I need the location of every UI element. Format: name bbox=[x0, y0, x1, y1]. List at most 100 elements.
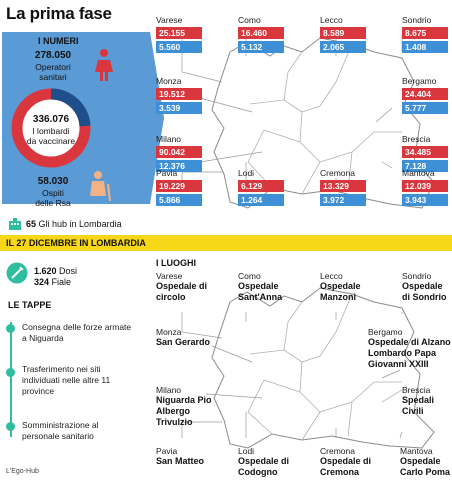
syringe-icon bbox=[6, 262, 28, 284]
province-blue-value: 5.132 bbox=[238, 41, 284, 53]
province-name: Pavia bbox=[156, 168, 178, 178]
province-varese: Varese 25.155 5.560 bbox=[156, 15, 202, 53]
luogo-province: Milano bbox=[156, 385, 182, 395]
hubs-text: 65 Gli hub in Lombardia bbox=[26, 219, 122, 229]
province-red-value: 19.512 bbox=[156, 88, 202, 100]
timeline-dot bbox=[6, 324, 15, 333]
province-name: Bergamo bbox=[402, 76, 437, 86]
province-blue-value: 5.866 bbox=[156, 194, 202, 206]
elderly-person-icon bbox=[90, 171, 111, 202]
province-red-value: 25.155 bbox=[156, 27, 202, 39]
province-milano: Milano 90.042 12.376 bbox=[156, 134, 202, 172]
tappa-step: Somministrazione al personale sanitario bbox=[22, 420, 99, 441]
province-red-value: 6.129 bbox=[238, 180, 284, 192]
luogo-province: Monza bbox=[156, 327, 182, 337]
luogo-pavia: Pavia San Matteo bbox=[156, 446, 228, 467]
tappa-step: Consegna delle forze armate a Niguarda bbox=[22, 322, 132, 343]
tappe-heading: LE TAPPE bbox=[8, 300, 52, 310]
female-figure-icon bbox=[95, 49, 113, 81]
luogo-province: Como bbox=[238, 271, 261, 281]
luogo-place: Ospedale di circolo bbox=[156, 281, 208, 302]
province-mantova: Mantova 12.039 3.943 bbox=[402, 168, 448, 206]
luogo-province: Bergamo bbox=[368, 327, 403, 337]
province-blue-value: 3.972 bbox=[320, 194, 366, 206]
luogo-province: Cremona bbox=[320, 446, 355, 456]
province-blue-value: 7.128 bbox=[402, 160, 448, 172]
province-red-value: 90.042 bbox=[156, 146, 202, 158]
luogo-place: Ospedale di Cremona bbox=[320, 456, 372, 477]
timeline-dot bbox=[6, 422, 15, 431]
luogo-milano: Milano Niguarda Pio Albergo Trivulzio bbox=[156, 385, 228, 428]
total-value: 336.076 bbox=[32, 114, 70, 125]
province-sondrio: Sondrio 8.675 1.408 bbox=[402, 15, 448, 53]
luogo-place: Ospedale Manzoni bbox=[320, 281, 361, 302]
province-blue-value: 2.065 bbox=[320, 41, 366, 53]
province-name: Lecco bbox=[320, 15, 343, 25]
operatori-value: 278.050 bbox=[34, 50, 72, 61]
donut-chart bbox=[11, 88, 91, 168]
luogo-place: San Matteo bbox=[156, 456, 205, 466]
luogo-province: Mantova bbox=[400, 446, 433, 456]
luogo-bergamo: Bergamo Ospedale di Alzano Lombardo Papa… bbox=[368, 327, 452, 370]
date-banner: IL 27 DICEMBRE IN LOMBARDIA bbox=[0, 235, 452, 251]
luogo-place: Spedali Civili bbox=[402, 395, 435, 416]
luogo-brescia: Brescia Spedali Civili bbox=[402, 385, 452, 417]
province-name: Brescia bbox=[402, 134, 431, 144]
lombardy-map-bottom bbox=[181, 287, 435, 449]
province-red-value: 13.329 bbox=[320, 180, 366, 192]
timeline-line bbox=[10, 322, 12, 437]
luogo-province: Lodi bbox=[238, 446, 255, 456]
province-brescia: Brescia 34.485 7.128 bbox=[402, 134, 448, 172]
luogo-place: Ospedale di Codogno bbox=[238, 456, 290, 477]
luogo-province: Pavia bbox=[156, 446, 178, 456]
luogo-cremona: Cremona Ospedale di Cremona bbox=[320, 446, 388, 478]
province-red-value: 12.039 bbox=[402, 180, 448, 192]
province-blue-value: 1.408 bbox=[402, 41, 448, 53]
province-red-value: 8.589 bbox=[320, 27, 366, 39]
luogo-place: Ospedale Carlo Poma bbox=[400, 456, 451, 477]
operatori-label: Operatori sanitari bbox=[35, 62, 71, 82]
province-blue-value: 5.560 bbox=[156, 41, 202, 53]
luogo-place: Ospedale di Sondrio bbox=[402, 281, 447, 302]
province-name: Sondrio bbox=[402, 15, 432, 25]
building-icon bbox=[9, 218, 21, 230]
province-red-value: 19.229 bbox=[156, 180, 202, 192]
province-red-value: 8.675 bbox=[402, 27, 448, 39]
province-name: Milano bbox=[156, 134, 182, 144]
luogo-lecco: Lecco Ospedale Manzoni bbox=[320, 271, 384, 303]
province-red-value: 16.460 bbox=[238, 27, 284, 39]
province-name: Lodi bbox=[238, 168, 255, 178]
timeline-dot bbox=[6, 368, 15, 377]
province-lecco: Lecco 8.589 2.065 bbox=[320, 15, 366, 53]
province-lodi: Lodi 6.129 1.264 bbox=[238, 168, 284, 206]
province-bergamo: Bergamo 24.404 5.777 bbox=[402, 76, 448, 114]
luogo-monza: Monza San Gerardo bbox=[156, 327, 236, 348]
province-blue-value: 12.376 bbox=[156, 160, 202, 172]
province-name: Cremona bbox=[320, 168, 355, 178]
province-red-value: 24.404 bbox=[402, 88, 448, 100]
province-name: Varese bbox=[156, 15, 183, 25]
luogo-place: Ospedale Sant'Anna bbox=[238, 281, 283, 302]
luogo-province: Sondrio bbox=[402, 271, 432, 281]
luogo-place: Niguarda Pio Albergo Trivulzio bbox=[156, 395, 212, 427]
doses-info: 1.620 Dosi 324 Fiale bbox=[34, 266, 78, 287]
luogo-province: Brescia bbox=[402, 385, 431, 395]
luogo-lodi: Lodi Ospedale di Codogno bbox=[238, 446, 304, 478]
footer-credit: L'Ego-Hub bbox=[6, 468, 39, 475]
luogo-place: Ospedale di Alzano Lombardo Papa Giovann… bbox=[368, 337, 451, 369]
rsa-label: Ospiti delle Rsa bbox=[35, 188, 71, 208]
province-pavia: Pavia 19.229 5.866 bbox=[156, 168, 202, 206]
luoghi-heading: I LUOGHI bbox=[156, 258, 196, 268]
rsa-value: 58.030 bbox=[37, 176, 69, 187]
province-red-value: 34.485 bbox=[402, 146, 448, 158]
province-name: Como bbox=[238, 15, 261, 25]
luogo-como: Como Ospedale Sant'Anna bbox=[238, 271, 304, 303]
lombardy-map-top bbox=[181, 36, 435, 209]
province-monza: Monza 19.512 3.539 bbox=[156, 76, 202, 114]
tappa-step: Trasferimento nei siti individuati nelle… bbox=[22, 364, 111, 396]
province-como: Como 16.460 5.132 bbox=[238, 15, 284, 53]
luogo-province: Lecco bbox=[320, 271, 343, 281]
province-blue-value: 3.539 bbox=[156, 102, 202, 114]
page-title: La prima fase bbox=[6, 4, 112, 23]
province-blue-value: 3.943 bbox=[402, 194, 448, 206]
